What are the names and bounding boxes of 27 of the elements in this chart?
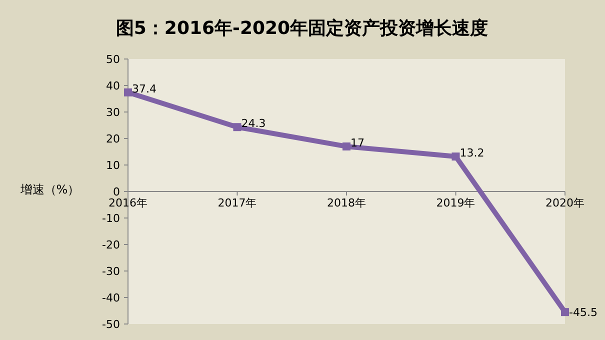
x-tick-label: 2017年: [218, 196, 257, 210]
data-label: -45.5: [569, 306, 598, 320]
y-tick-label: 0: [113, 186, 120, 198]
data-label: 37.4: [132, 82, 156, 96]
y-tick-label: -20: [102, 238, 120, 252]
point: [561, 308, 569, 316]
point: [342, 142, 350, 150]
y-tick-label: -40: [102, 292, 120, 304]
y-tick-label: 40: [106, 80, 120, 92]
point: [233, 123, 242, 132]
y-tick-label: -30: [102, 265, 120, 278]
point: [452, 152, 460, 161]
chart-title: 图5：2016年-2020年固定资产投资增长速度: [116, 18, 488, 39]
data-label: 13.2: [460, 146, 484, 160]
x-tick-label: 2016年: [108, 196, 148, 210]
x-tick-label: 2019年: [436, 196, 476, 210]
point: [124, 88, 132, 96]
y-tick-label: 10: [106, 159, 120, 172]
y-axis-title: 增速（%）: [19, 182, 80, 196]
y-tick-label: 30: [106, 106, 120, 119]
data-label: 24.3: [241, 117, 266, 130]
x-tick-label: 2020年: [546, 196, 584, 210]
y-tick-label: 20: [106, 132, 120, 146]
y-tick-label: 50: [106, 53, 120, 66]
y-tick-label: -10: [102, 212, 120, 225]
y-tick-label: -50: [102, 318, 120, 331]
x-tick-label: 2018年: [327, 196, 366, 210]
